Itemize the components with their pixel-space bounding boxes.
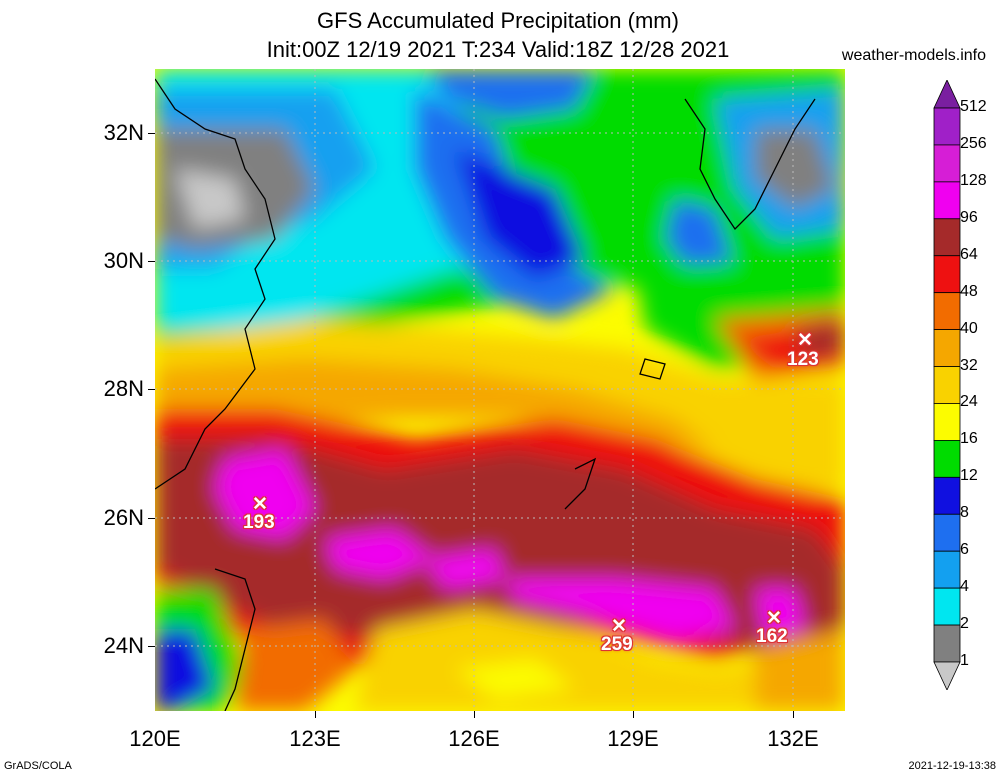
legend-swatch xyxy=(933,550,961,589)
legend-level-label: 48 xyxy=(960,282,978,300)
map-subtitle: Init:00Z 12/19 2021 T:234 Valid:18Z 12/2… xyxy=(266,37,730,62)
lat-label: 32N xyxy=(103,120,144,145)
legend-swatch xyxy=(933,403,961,441)
legend-level-label: 32 xyxy=(960,356,978,374)
legend-swatch xyxy=(933,107,961,146)
legend-swatch xyxy=(933,476,961,515)
lat-tick xyxy=(148,518,155,519)
legend-level-label: 2 xyxy=(960,615,969,633)
legend-swatch xyxy=(933,624,961,663)
legend-swatch xyxy=(933,439,961,478)
legend-level-label: 6 xyxy=(960,541,969,559)
lon-label: 129E xyxy=(607,726,659,751)
lon-tick xyxy=(315,711,316,718)
max-value-label: 162 xyxy=(756,626,788,647)
legend-level-label: 40 xyxy=(960,319,978,337)
legend-swatch xyxy=(933,329,961,367)
legend-level-label: 16 xyxy=(960,430,978,448)
max-value-label: 259 xyxy=(601,634,633,655)
legend-swatch xyxy=(933,366,961,404)
lon-tick xyxy=(793,711,794,718)
footer-timestamp: 2021-12-19-13:38 xyxy=(908,760,996,772)
max-marker-icon: ✕ xyxy=(766,608,782,629)
lat-tick xyxy=(148,646,155,647)
legend-level-label: 1 xyxy=(960,652,969,669)
lon-tick xyxy=(633,711,634,718)
max-value-label: 123 xyxy=(787,349,819,370)
legend-swatch xyxy=(933,661,961,690)
legend-level-label: 256 xyxy=(960,134,987,152)
lat-label: 28N xyxy=(103,376,144,401)
lat-tick xyxy=(148,261,155,262)
lon-label: 126E xyxy=(448,726,500,751)
site-label: weather-models.info xyxy=(841,47,986,64)
max-marker-icon: ✕ xyxy=(611,616,627,637)
legend-swatch xyxy=(933,292,961,331)
legend-swatch xyxy=(933,513,961,552)
legend-swatch xyxy=(933,144,961,183)
legend-swatch xyxy=(933,181,961,220)
legend-level-label: 8 xyxy=(960,504,969,522)
lon-label: 123E xyxy=(289,726,341,751)
map-title: GFS Accumulated Precipitation (mm) xyxy=(317,8,679,33)
lat-label: 24N xyxy=(103,633,144,658)
lat-label: 26N xyxy=(103,505,144,530)
legend-level-label: 96 xyxy=(960,208,978,226)
lat-tick xyxy=(148,133,155,134)
lon-label: 120E xyxy=(129,726,181,751)
lon-label: 132E xyxy=(767,726,819,751)
legend-level-label: 64 xyxy=(960,245,978,263)
max-marker-icon: ✕ xyxy=(797,330,813,351)
lat-tick xyxy=(148,389,155,390)
max-marker-icon: ✕ xyxy=(252,494,268,515)
lon-tick xyxy=(474,711,475,718)
legend-level-label: 512 xyxy=(960,98,987,115)
footer-software: GrADS/COLA xyxy=(4,760,72,772)
legend-swatch xyxy=(933,255,961,294)
legend-level-label: 128 xyxy=(960,171,987,189)
legend-level-label: 4 xyxy=(960,578,969,596)
color-legend xyxy=(933,80,961,690)
precipitation-map: ✕ 193 ✕ 123 ✕ 259 ✕ 162 xyxy=(155,69,845,711)
legend-level-label: 24 xyxy=(960,393,978,411)
max-value-label: 193 xyxy=(243,512,275,533)
lat-label: 30N xyxy=(103,248,144,273)
legend-swatch xyxy=(933,218,961,257)
legend-level-label: 12 xyxy=(960,467,978,485)
legend-swatch xyxy=(933,80,961,109)
map-field xyxy=(155,69,845,711)
legend-swatch xyxy=(933,587,961,626)
